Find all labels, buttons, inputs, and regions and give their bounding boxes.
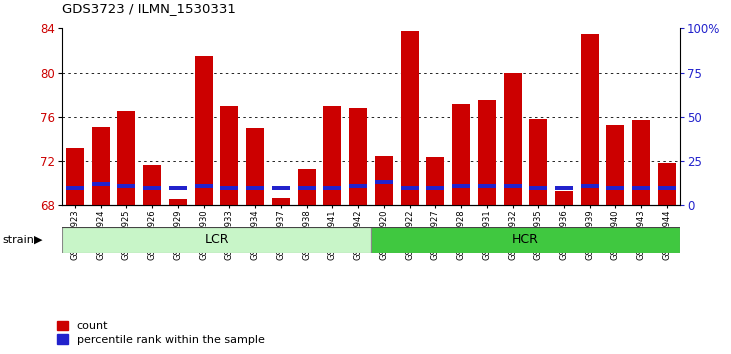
Bar <box>607 186 624 189</box>
Bar <box>375 155 393 205</box>
Bar <box>478 184 496 188</box>
Bar <box>91 127 110 205</box>
Text: strain: strain <box>2 235 34 245</box>
Bar <box>371 227 680 253</box>
Bar <box>632 120 651 205</box>
Bar <box>221 106 238 205</box>
Text: HCR: HCR <box>512 233 539 246</box>
Bar <box>118 111 135 205</box>
Bar <box>143 186 162 189</box>
Bar <box>298 186 316 189</box>
Bar <box>452 184 470 188</box>
Bar <box>580 184 599 188</box>
Bar <box>426 186 444 189</box>
Bar <box>452 103 470 205</box>
Bar <box>658 186 676 189</box>
Bar <box>66 186 84 189</box>
Bar <box>658 163 676 205</box>
Bar <box>323 186 341 189</box>
Bar <box>478 100 496 205</box>
Text: ▶: ▶ <box>34 235 43 245</box>
Bar <box>272 198 290 205</box>
Bar <box>298 169 316 205</box>
Bar <box>529 186 548 189</box>
Bar <box>66 148 84 205</box>
Bar <box>375 181 393 184</box>
Bar <box>169 199 187 205</box>
Bar <box>118 184 135 188</box>
Legend: count, percentile rank within the sample: count, percentile rank within the sample <box>57 321 265 345</box>
Bar <box>323 106 341 205</box>
Bar <box>221 186 238 189</box>
Bar <box>401 30 419 205</box>
Bar <box>504 184 521 188</box>
Bar <box>349 184 367 188</box>
Bar <box>91 182 110 186</box>
Bar <box>426 156 444 205</box>
Bar <box>529 119 548 205</box>
Bar <box>580 34 599 205</box>
Bar <box>632 186 651 189</box>
Bar <box>401 186 419 189</box>
Bar <box>607 125 624 205</box>
Bar <box>62 227 371 253</box>
Bar <box>143 166 162 205</box>
Text: LCR: LCR <box>204 233 229 246</box>
Bar <box>349 108 367 205</box>
Bar <box>246 186 264 189</box>
Bar <box>555 191 573 205</box>
Bar <box>194 184 213 188</box>
Bar <box>169 186 187 189</box>
Bar <box>555 186 573 189</box>
Bar <box>504 73 521 205</box>
Text: GDS3723 / ILMN_1530331: GDS3723 / ILMN_1530331 <box>62 2 236 15</box>
Bar <box>194 56 213 205</box>
Bar <box>272 186 290 189</box>
Bar <box>246 128 264 205</box>
